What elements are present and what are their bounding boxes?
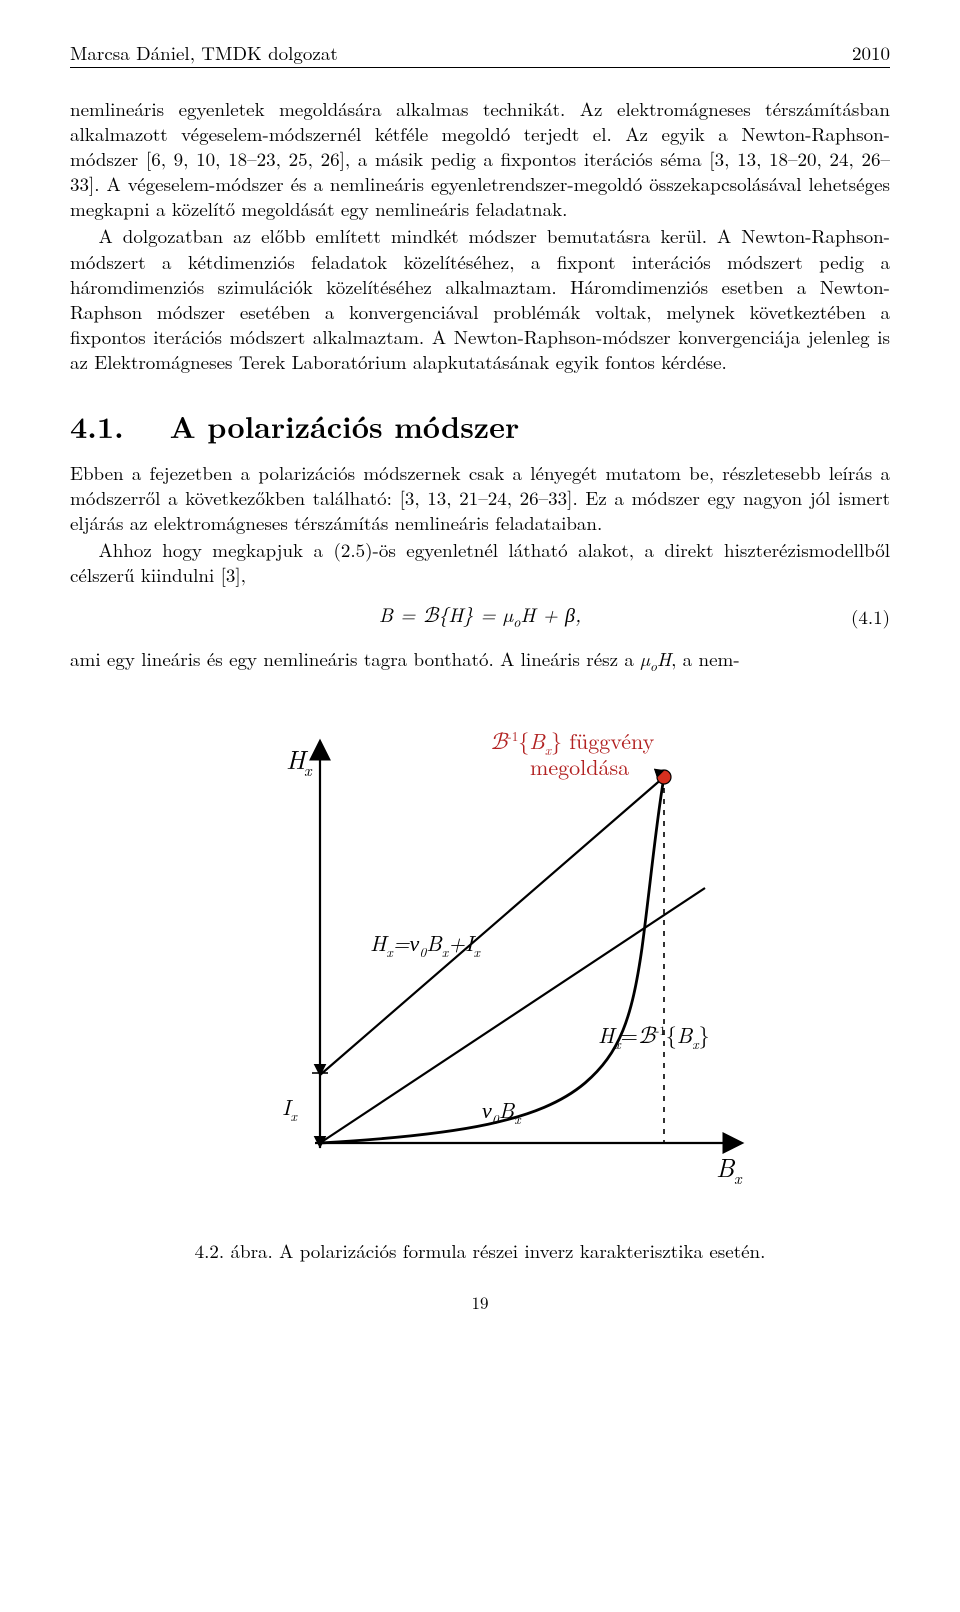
header-left: Marcsa Dániel, TMDK dolgozat [70,40,338,65]
sp3-suffix: , a nem- [671,645,740,672]
figure-caption: 4.2. ábra. A polarizációs formula részei… [70,1238,890,1263]
section-paragraph-3: ami egy lineáris és egy nemlineáris tagr… [70,646,890,675]
svg-text:megoldása: megoldása [530,751,629,782]
section-paragraph-2: Ahhoz hogy megkapjuk a (2.5)-ös egyenlet… [70,537,890,587]
section-number: 4.1. [70,404,124,447]
svg-text:B: B [716,1148,736,1185]
figure-4-2: HxBxℬ-1{Bx} függvénymegoldásaHx=ν0Bx+IxH… [70,703,890,1263]
header-rule [70,67,890,68]
section-title-text: A polarizációs módszer [170,404,520,447]
svg-text:Hx=ℬ-1{Bx}: Hx=ℬ-1{Bx} [598,1019,710,1053]
svg-text:ν0Bx: ν0Bx [482,1094,522,1128]
paragraph-1: nemlineáris egyenletek megoldására alkal… [70,96,890,221]
page: Marcsa Dániel, TMDK dolgozat 2010 nemlin… [0,0,960,1363]
page-header: Marcsa Dániel, TMDK dolgozat 2010 [70,40,890,65]
section-paragraph-1: Ebben a fejezetben a polarizációs módsze… [70,460,890,535]
svg-text:Ix: Ix [282,1091,299,1125]
figure-svg: HxBxℬ-1{Bx} függvénymegoldásaHx=ν0Bx+IxH… [200,703,760,1203]
svg-text:x: x [304,758,313,781]
equation-body: B⃗ = ℬ{H⃗} = µoH⃗ + β, [379,601,581,632]
equation-row: B⃗ = ℬ{H⃗} = µoH⃗ + β, (4.1) [70,601,890,632]
svg-text:x: x [734,1166,743,1189]
header-right: 2010 [852,40,890,65]
svg-text:Hx=ν0Bx+Ix: Hx=ν0Bx+Ix [370,927,482,961]
section-heading: 4.1. A polarizációs módszer [70,406,890,446]
equation-number: (4.1) [581,604,890,629]
page-number: 19 [70,1291,890,1313]
sp3-prefix: ami egy lineáris és egy nemlineáris tagr… [70,645,640,672]
paragraph-2: A dolgozatban az előbb említett mindkét … [70,223,890,373]
